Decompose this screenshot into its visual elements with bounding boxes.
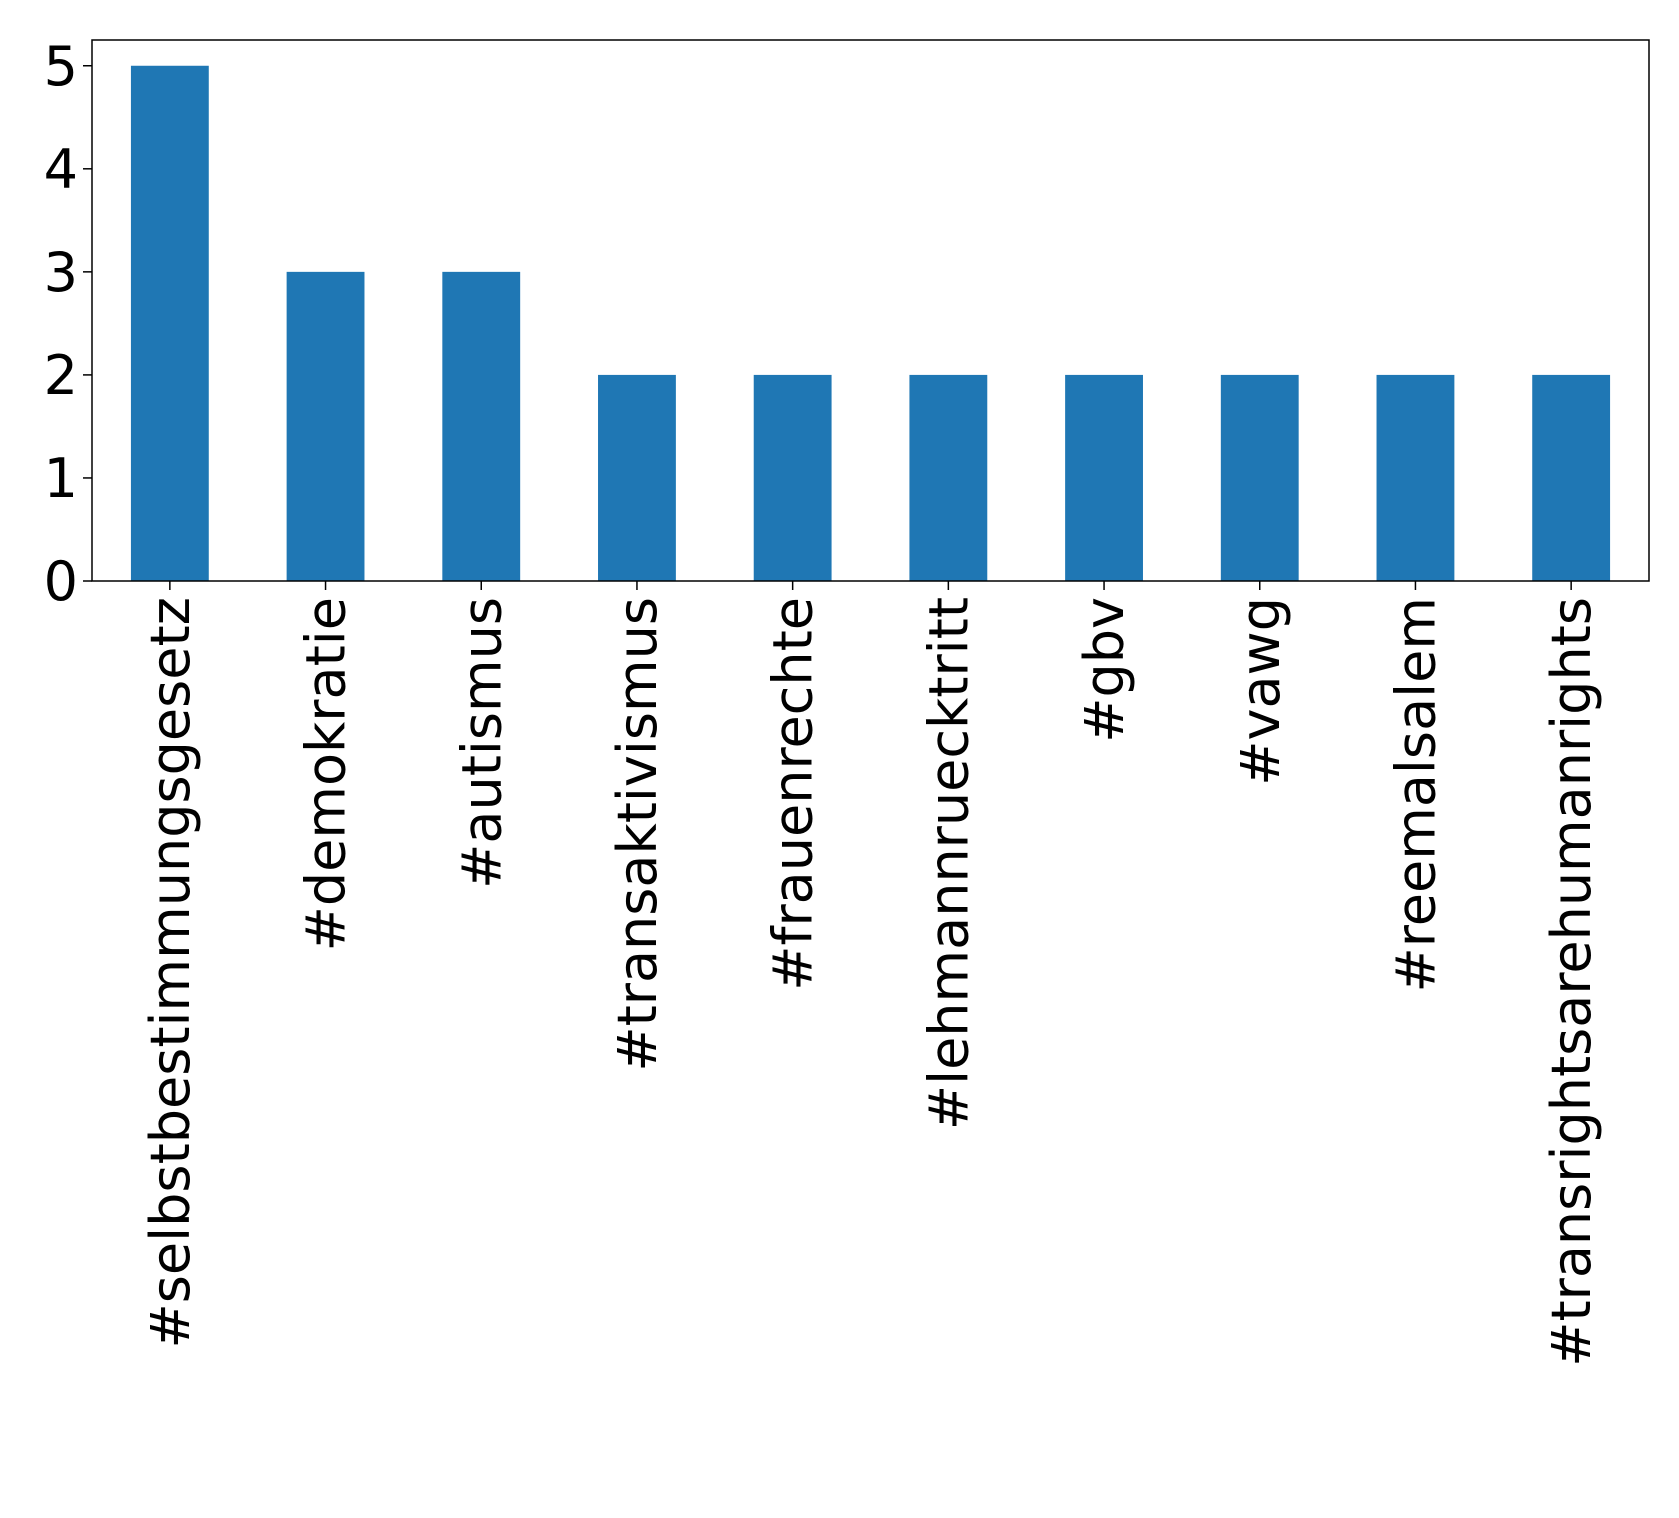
x-tick-label: #lehmannruecktritt [917, 597, 980, 1130]
x-tick-label: #reemalsalem [1384, 597, 1447, 992]
bar [1376, 374, 1455, 581]
x-tick-label: #gbv [1073, 597, 1136, 743]
bar [909, 374, 988, 581]
y-tick-label: 0 [44, 550, 78, 613]
bar [286, 271, 365, 581]
x-tick-label: #transaktivismus [606, 597, 669, 1072]
y-tick-label: 5 [44, 35, 78, 98]
y-tick-label: 1 [44, 447, 78, 510]
x-tick-label: #vawg [1229, 597, 1292, 786]
y-tick-label: 2 [44, 344, 78, 407]
bar [753, 374, 832, 581]
bar [1065, 374, 1143, 581]
x-tick-label: #autismus [450, 597, 513, 889]
bar [1532, 374, 1611, 581]
bar [1220, 374, 1299, 581]
bar [442, 271, 521, 581]
x-tick-label: #selbstbestimmungsgesetz [139, 597, 202, 1348]
y-tick-label: 3 [44, 241, 78, 304]
y-tick-label: 4 [44, 138, 78, 201]
x-tick-label: #frauenrechte [762, 597, 825, 991]
plot-frame [91, 39, 1650, 582]
bar [598, 374, 676, 581]
bar [130, 65, 209, 581]
x-tick-label: #demokratie [295, 597, 358, 951]
x-tick-label: #transrightsarehumanrights [1540, 597, 1603, 1367]
